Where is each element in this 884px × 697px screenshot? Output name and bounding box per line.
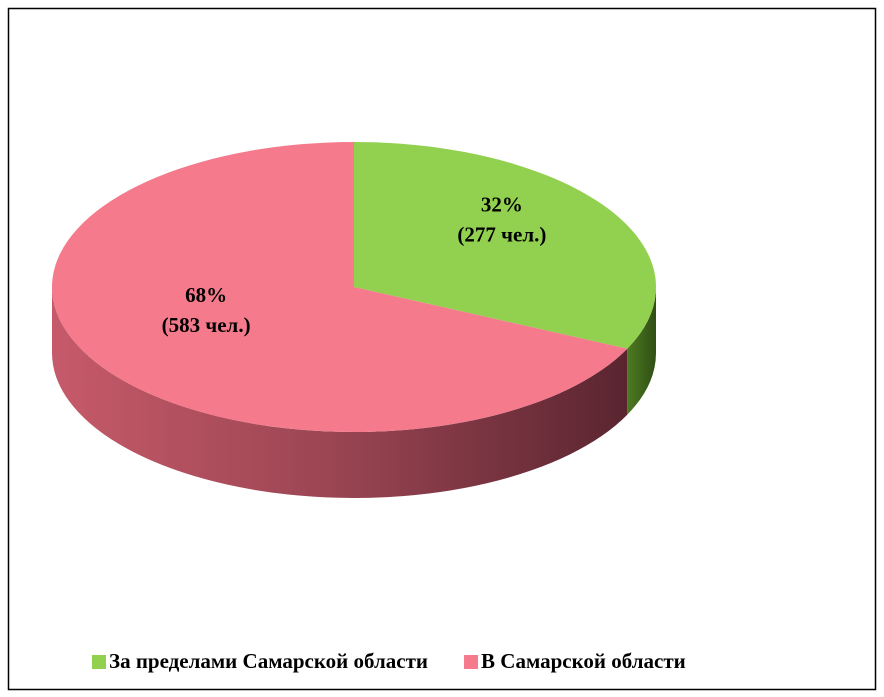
legend-label: За пределами Самарской области	[109, 649, 428, 673]
legend-label: В Самарской области	[481, 649, 686, 673]
data-label: (277 чел.)	[457, 223, 546, 247]
slice-side	[627, 287, 656, 415]
data-label: (583 чел.)	[162, 313, 251, 337]
slice	[354, 142, 656, 349]
data-label: 68%	[185, 283, 227, 307]
legend-swatch	[92, 655, 106, 669]
slice	[52, 141, 628, 432]
data-label: 32%	[481, 193, 523, 217]
slice-side	[52, 287, 628, 498]
legend-swatch	[464, 655, 479, 669]
